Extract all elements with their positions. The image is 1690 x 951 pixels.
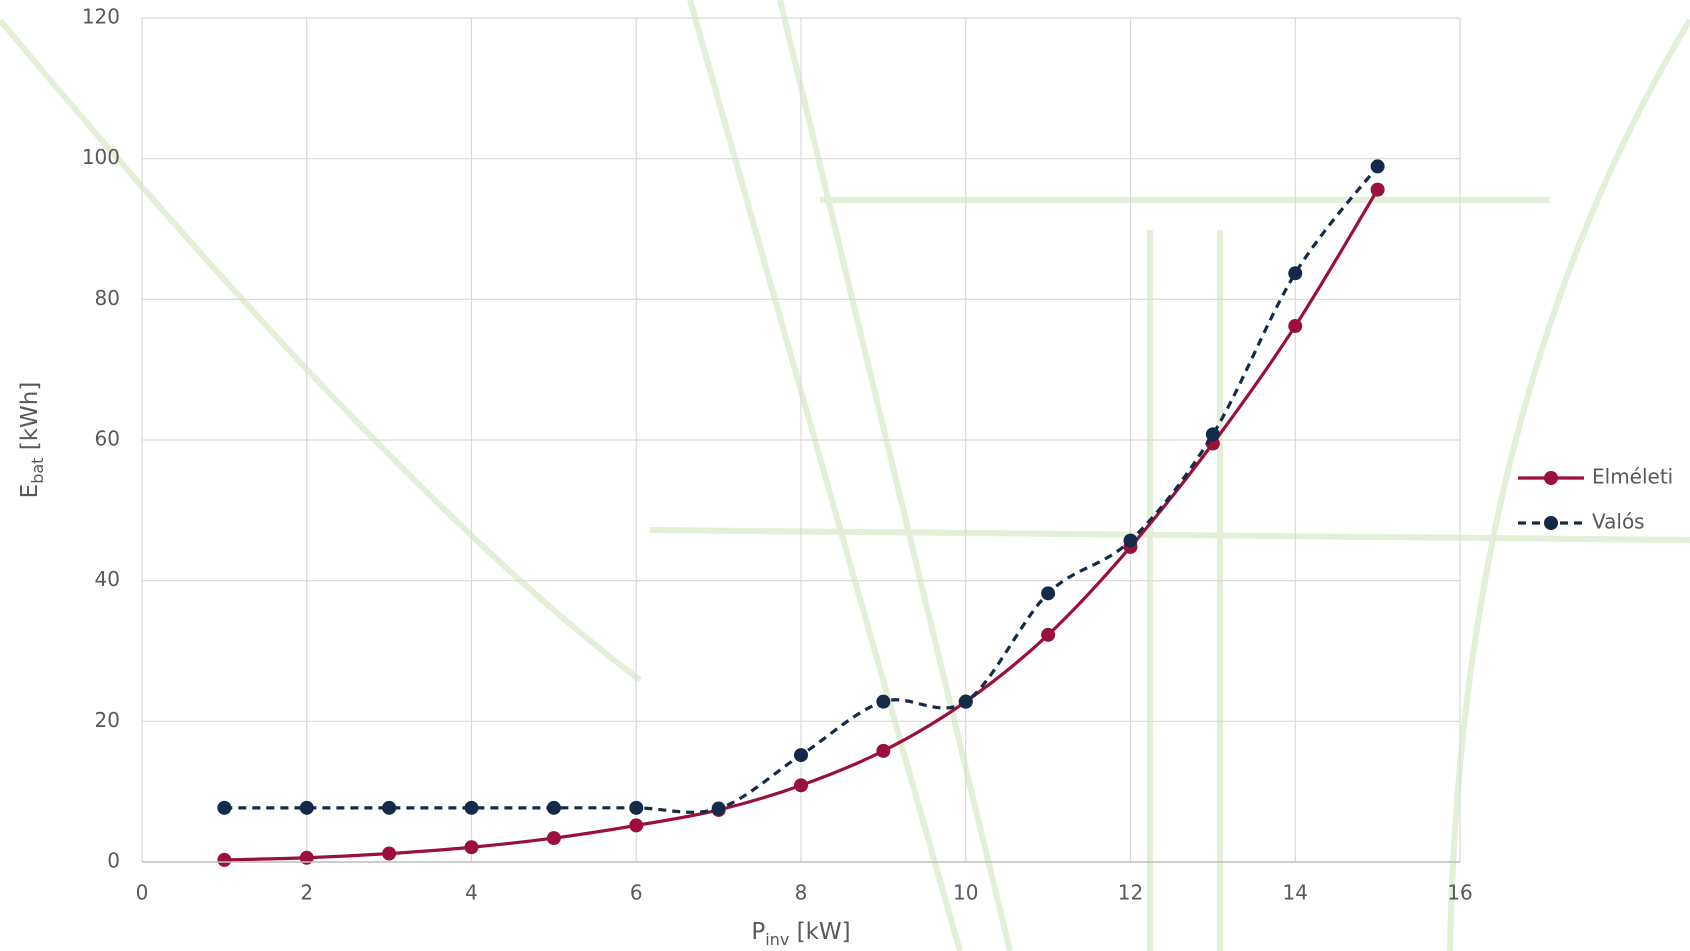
y-tick-label: 80 [95, 286, 120, 310]
x-tick-label: 0 [136, 881, 149, 905]
x-label-main: P [751, 919, 765, 945]
data-point [629, 818, 643, 832]
x-tick-label: 16 [1447, 881, 1472, 905]
y-tick-label: 40 [95, 567, 120, 591]
data-point [959, 695, 973, 709]
x-label-sub: inv [765, 930, 789, 949]
x-tick-label: 14 [1283, 881, 1308, 905]
chart: Pinv [kW] Ebat [kWh] 0 20 40 60 80 100 120 0 2 4 6… [0, 0, 1690, 951]
data-point [629, 801, 643, 815]
data-point [547, 831, 561, 845]
x-tick-label: 10 [953, 881, 978, 905]
data-point [1206, 427, 1220, 441]
legend-label: Valós [1592, 510, 1645, 534]
x-label-unit: [kW] [797, 919, 851, 945]
data-point [382, 847, 396, 861]
data-point [1124, 534, 1138, 548]
data-point [876, 744, 890, 758]
data-point [217, 801, 231, 815]
data-point [465, 840, 479, 854]
data-point [794, 748, 808, 762]
y-label-main: E [17, 484, 43, 499]
x-tick-label: 8 [795, 881, 808, 905]
data-point [382, 801, 396, 815]
x-tick-label: 2 [300, 881, 313, 905]
data-point [217, 853, 231, 867]
data-point [1041, 628, 1055, 642]
y-label-unit: [kWh] [17, 382, 43, 451]
data-point [1288, 319, 1302, 333]
data-point [876, 695, 890, 709]
data-point [794, 778, 808, 792]
data-point [1041, 586, 1055, 600]
y-axis-label: Ebat [kWh] [17, 382, 47, 499]
y-tick-label: 60 [95, 427, 120, 451]
y-tick-label: 120 [82, 5, 120, 29]
y-label-sub: bat [28, 458, 47, 484]
x-tick-label: 6 [630, 881, 643, 905]
y-tick-label: 0 [107, 849, 120, 873]
x-axis-label: Pinv [kW] [751, 919, 850, 949]
data-point [300, 801, 314, 815]
data-point [1371, 183, 1385, 197]
y-tick-label: 20 [95, 708, 120, 732]
data-point [465, 801, 479, 815]
data-point [1371, 159, 1385, 173]
legend-marker [1544, 516, 1558, 530]
y-tick-label: 100 [82, 145, 120, 169]
legend-label: Elméleti [1592, 465, 1673, 489]
legend-marker [1544, 471, 1558, 485]
x-tick-label: 12 [1118, 881, 1143, 905]
x-tick-label: 4 [465, 881, 478, 905]
data-point [547, 801, 561, 815]
data-point [712, 802, 726, 816]
data-point [1288, 266, 1302, 280]
